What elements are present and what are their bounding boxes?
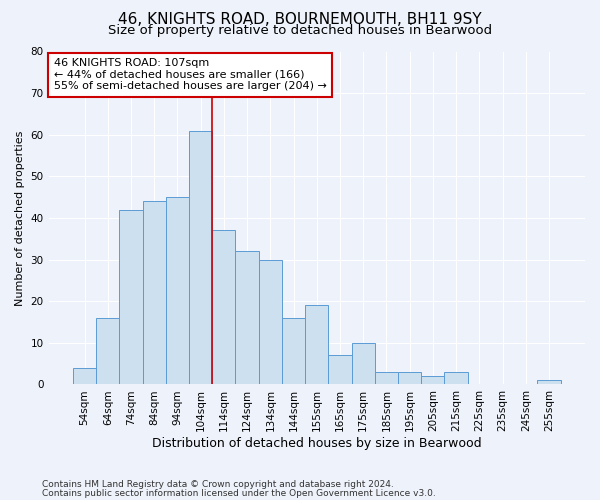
Bar <box>96 318 119 384</box>
Bar <box>189 130 212 384</box>
Bar <box>282 318 305 384</box>
Bar <box>445 372 468 384</box>
Y-axis label: Number of detached properties: Number of detached properties <box>15 130 25 306</box>
Bar <box>212 230 235 384</box>
X-axis label: Distribution of detached houses by size in Bearwood: Distribution of detached houses by size … <box>152 437 482 450</box>
Text: 46 KNIGHTS ROAD: 107sqm
← 44% of detached houses are smaller (166)
55% of semi-d: 46 KNIGHTS ROAD: 107sqm ← 44% of detache… <box>54 58 327 92</box>
Text: Contains HM Land Registry data © Crown copyright and database right 2024.: Contains HM Land Registry data © Crown c… <box>42 480 394 489</box>
Bar <box>143 202 166 384</box>
Bar <box>375 372 398 384</box>
Bar <box>305 306 328 384</box>
Bar <box>421 376 445 384</box>
Bar <box>538 380 560 384</box>
Text: Size of property relative to detached houses in Bearwood: Size of property relative to detached ho… <box>108 24 492 37</box>
Bar <box>352 343 375 384</box>
Bar <box>235 252 259 384</box>
Text: 46, KNIGHTS ROAD, BOURNEMOUTH, BH11 9SY: 46, KNIGHTS ROAD, BOURNEMOUTH, BH11 9SY <box>118 12 482 28</box>
Bar <box>328 356 352 384</box>
Bar <box>259 260 282 384</box>
Bar <box>398 372 421 384</box>
Text: Contains public sector information licensed under the Open Government Licence v3: Contains public sector information licen… <box>42 489 436 498</box>
Bar <box>119 210 143 384</box>
Bar <box>166 197 189 384</box>
Bar <box>73 368 96 384</box>
